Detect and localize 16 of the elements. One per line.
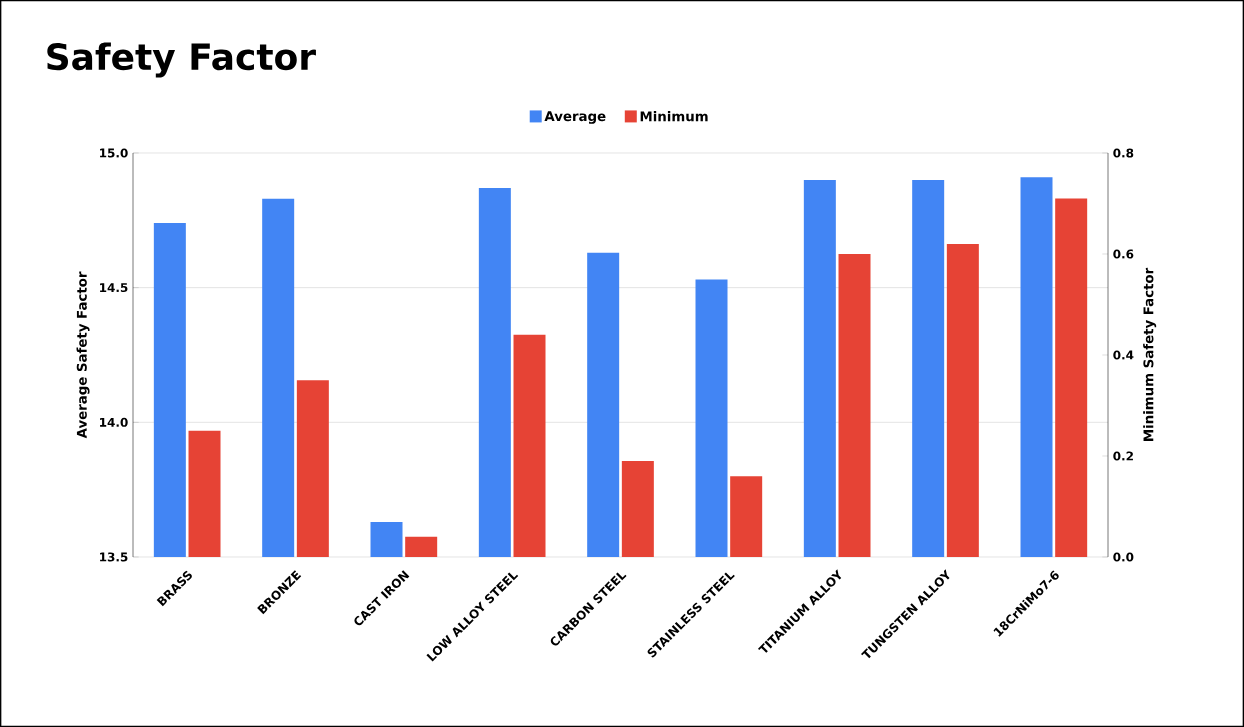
y-tick-label: 14.5 xyxy=(100,283,128,293)
y2-tick-label: 0.6 xyxy=(1113,249,1134,259)
bar xyxy=(621,461,654,557)
y-axis-title: Average Safety Factor xyxy=(76,271,90,439)
y2-tick-label: 0.8 xyxy=(1113,148,1134,158)
y2-axis-title: Minimum Safety Factor xyxy=(1143,267,1157,441)
bar xyxy=(730,476,763,557)
chart-title: Safety Factor xyxy=(47,42,316,78)
y2-tick-label: 0.0 xyxy=(1113,552,1134,562)
legend-label: Average xyxy=(544,111,606,124)
y2-tick-label: 0.4 xyxy=(1113,350,1134,360)
y2-tick-label: 0.2 xyxy=(1113,451,1133,461)
y-tick-label: 13.5 xyxy=(100,552,128,562)
y-tick-label: 14.0 xyxy=(100,417,128,427)
y-tick-label: 15.0 xyxy=(100,148,128,158)
legend-label: Minimum xyxy=(640,111,708,122)
